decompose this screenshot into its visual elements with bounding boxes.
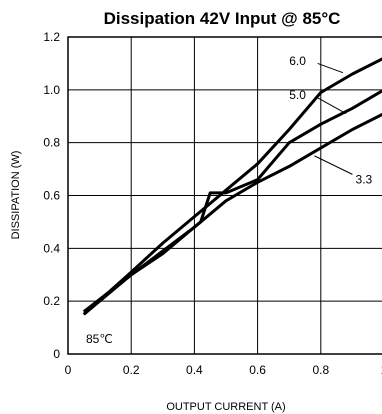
series-leader-5.0 <box>317 97 347 115</box>
series-lines <box>82 57 382 316</box>
y-axis-label: DISSIPATION (W) <box>10 151 22 240</box>
series-labels: 6.0 5.0 3.3 <box>289 54 372 187</box>
x-tick-label: 0 <box>65 363 72 377</box>
x-tick-label: 0.2 <box>123 363 140 377</box>
series-label-6.0: 6.0 <box>289 54 306 68</box>
series-line-3.3 <box>82 112 382 313</box>
plot-frame <box>67 36 382 355</box>
temperature-annotation: 85℃ <box>86 332 113 346</box>
x-tick-label: 0.8 <box>312 363 329 377</box>
tick-labels: 0 0.2 0.4 0.6 0.8 1 0 0.2 0.4 0.6 0.8 1.0 1.2 <box>43 30 382 377</box>
y-tick-label: 1.0 <box>43 83 60 97</box>
y-tick-label: 0 <box>53 347 60 361</box>
series-label-3.3: 3.3 <box>356 173 373 187</box>
y-tick-label: 0.2 <box>43 294 60 308</box>
y-tick-label: 0.6 <box>43 189 60 203</box>
y-tick-label: 1.2 <box>43 30 60 44</box>
series-line-6.0 <box>82 57 382 316</box>
series-label-5.0: 5.0 <box>289 88 306 102</box>
chart-title: Dissipation 42V Input @ 85°C <box>104 9 341 28</box>
y-tick-label: 0.4 <box>43 241 60 255</box>
x-axis-label: OUTPUT CURRENT (A) <box>166 401 285 413</box>
series-leader-6.0 <box>317 62 344 74</box>
x-tick-label: 0.6 <box>249 363 266 377</box>
series-line-5.0 <box>82 89 382 316</box>
x-tick-label: 1 <box>381 363 382 377</box>
y-tick-label: 0.8 <box>43 136 60 150</box>
series-leader-3.3 <box>314 155 353 175</box>
x-tick-label: 0.4 <box>186 363 203 377</box>
